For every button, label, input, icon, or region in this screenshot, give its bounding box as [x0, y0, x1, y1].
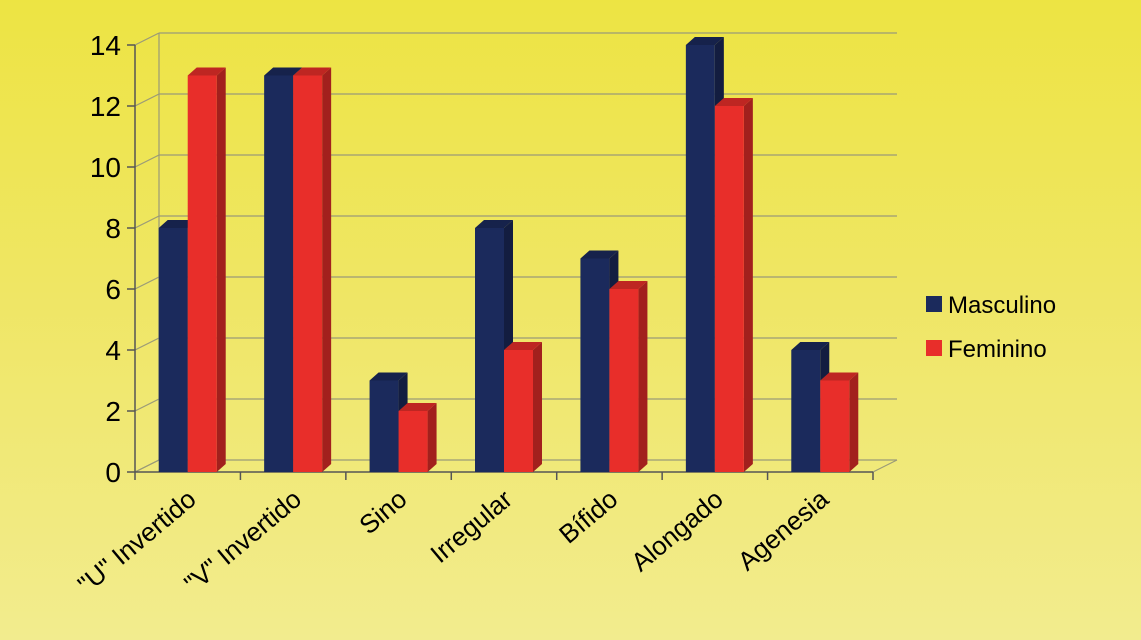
category-label: Alongado [625, 484, 728, 578]
y-tick-label: 2 [105, 396, 121, 427]
bar-feminino-7 [820, 372, 859, 472]
bar-top [158, 220, 197, 228]
bar-top [609, 281, 648, 289]
bar-front [475, 228, 504, 472]
bar-top [369, 372, 408, 381]
bar-side [427, 403, 437, 472]
legend-swatch-feminino [926, 340, 942, 356]
bar-front [685, 45, 715, 472]
bar-front [158, 228, 188, 472]
bar-front [820, 380, 850, 472]
category-label: Agenesia [732, 483, 835, 576]
bar-feminino-6 [714, 98, 753, 472]
gridline-diagonal [134, 276, 160, 290]
gridline-diagonal [134, 93, 160, 107]
bar-side [743, 98, 753, 472]
bar-top [398, 403, 437, 411]
bar-top [264, 67, 303, 76]
y-tick-label: 10 [90, 152, 121, 183]
y-tick-label: 8 [105, 213, 121, 244]
bar-top [293, 67, 332, 76]
bar-masculino-3 [369, 372, 408, 472]
legend-label-masculino: Masculino [948, 292, 1056, 319]
bar-front [609, 289, 639, 472]
bar-top [475, 220, 513, 228]
category-label: Bífido [553, 484, 623, 550]
bar-side [216, 67, 226, 472]
bar-front [791, 350, 821, 472]
y-tick-label: 4 [105, 335, 121, 366]
bar-front [293, 75, 323, 472]
gridline-diagonal [134, 337, 160, 351]
bar-front [504, 350, 533, 472]
gridline-diagonal [134, 32, 160, 46]
category-label: "V" Invertido [178, 484, 307, 599]
bar-top [820, 372, 859, 381]
bar-front [580, 258, 610, 472]
gridline-diagonal [134, 215, 160, 229]
bar-side [322, 67, 332, 472]
category-label: Sino [353, 484, 412, 540]
bar-feminino-1 [187, 67, 226, 472]
bar-front [714, 106, 744, 472]
bar-top [685, 37, 724, 45]
bar-side [849, 372, 859, 472]
bar-feminino-3 [398, 403, 437, 472]
bar-top [187, 67, 226, 76]
y-tick-label: 14 [90, 30, 121, 61]
bar-side [638, 281, 648, 472]
category-label: "U" Invertido [72, 484, 202, 600]
legend-swatch-masculino [926, 296, 942, 312]
bar-side [533, 342, 542, 472]
bar-top [580, 250, 619, 259]
bar-front [398, 411, 428, 472]
y-tick-label: 12 [90, 91, 121, 122]
bar-feminino-4 [504, 342, 542, 472]
bar-top [791, 342, 830, 350]
bar-feminino-2 [293, 67, 332, 472]
bars-layer [158, 37, 859, 472]
floor-right-edge [872, 459, 898, 473]
y-tick-label: 6 [105, 274, 121, 305]
gridline-diagonal [134, 459, 160, 473]
bar-top [504, 342, 542, 350]
bar-front [264, 75, 294, 472]
legend: Masculino Feminino [926, 292, 1056, 363]
bar-feminino-5 [609, 281, 648, 472]
bar-top [714, 98, 753, 106]
category-label: Irregular [424, 483, 518, 568]
y-tick-label: 0 [105, 457, 121, 488]
legend-label-feminino: Feminino [948, 336, 1047, 363]
bar-front [187, 75, 217, 472]
bar-front [369, 380, 399, 472]
gridline-diagonal [134, 154, 160, 168]
gridline-diagonal [134, 398, 160, 412]
